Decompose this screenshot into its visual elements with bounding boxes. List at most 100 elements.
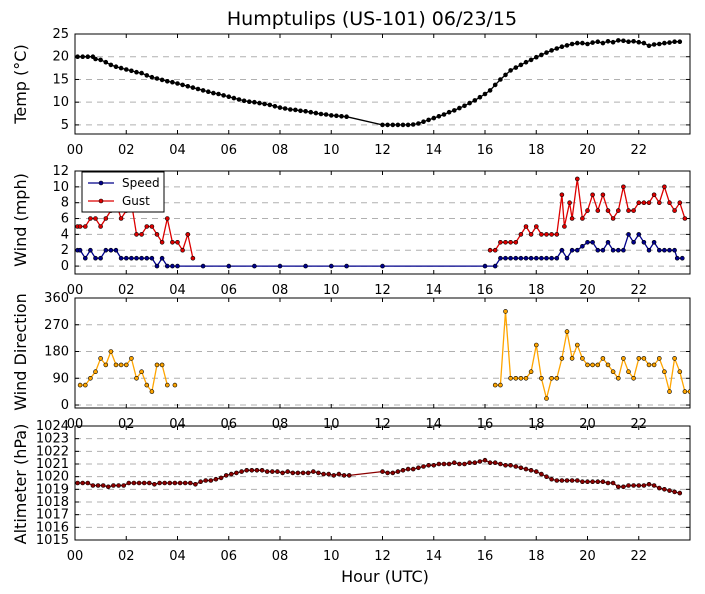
data-point <box>523 375 529 381</box>
data-point <box>528 255 534 261</box>
data-point <box>129 68 134 74</box>
data-point <box>615 38 621 43</box>
data-point <box>83 255 88 261</box>
data-point <box>677 39 683 45</box>
data-point <box>610 369 616 375</box>
data-point <box>385 470 390 476</box>
x-tick-label: 08 <box>272 417 289 432</box>
data-point <box>651 42 657 47</box>
data-point <box>206 89 211 94</box>
data-point <box>231 95 237 101</box>
data-point <box>426 462 431 468</box>
y-axis-label: Wind Direction <box>11 293 30 411</box>
data-point <box>615 484 621 490</box>
data-point <box>277 263 283 269</box>
data-point <box>513 240 519 245</box>
data-point <box>75 54 80 60</box>
x-tick-label: 20 <box>579 549 596 564</box>
x-tick-label: 10 <box>323 283 340 298</box>
data-point <box>549 232 554 237</box>
y-tick-label: 10 <box>52 95 69 110</box>
data-point <box>118 362 124 368</box>
y-tick-label: 5 <box>61 118 69 133</box>
data-point <box>98 57 103 63</box>
data-point <box>503 72 508 78</box>
data-point <box>651 483 657 488</box>
data-point <box>610 480 616 486</box>
x-tick-label: 10 <box>323 143 340 158</box>
data-point <box>339 114 344 119</box>
panel-dir: 0 90 180 270 360 00 02 04 06 08 10 12 14 16 18 20 22 Wind… <box>11 291 691 432</box>
data-point <box>656 41 662 47</box>
data-point <box>641 240 647 245</box>
data-point <box>580 216 585 221</box>
data-point <box>124 67 129 72</box>
data-point <box>626 369 631 375</box>
data-point <box>282 106 288 111</box>
x-tick-label: 00 <box>67 143 84 158</box>
data-point <box>159 362 165 368</box>
data-point <box>223 473 229 478</box>
data-point <box>585 208 590 213</box>
data-point <box>165 263 170 269</box>
data-point <box>149 255 155 261</box>
data-point <box>646 43 652 49</box>
data-point <box>280 470 285 476</box>
data-point <box>687 389 690 394</box>
data-point <box>539 255 544 261</box>
data-point <box>85 54 91 60</box>
x-tick-label: 12 <box>374 283 391 298</box>
data-point <box>492 460 498 466</box>
x-tick-label: 08 <box>272 549 289 564</box>
data-point <box>580 479 585 485</box>
data-point <box>539 52 544 58</box>
y-tick-label: 1018 <box>36 495 69 510</box>
y-tick-label: 270 <box>44 318 69 333</box>
data-point <box>528 369 534 375</box>
x-tick-label: 18 <box>528 283 545 298</box>
data-point <box>498 77 503 82</box>
data-point <box>113 64 119 69</box>
data-point <box>595 208 601 213</box>
data-point <box>285 469 291 474</box>
data-point <box>211 90 216 96</box>
data-point <box>124 362 129 368</box>
data-point <box>98 224 103 229</box>
series-area <box>75 457 683 496</box>
data-point <box>431 462 437 468</box>
plot-frame <box>74 425 691 541</box>
data-point <box>641 40 647 46</box>
data-point <box>631 483 636 488</box>
data-point <box>523 466 529 472</box>
data-point <box>229 471 234 477</box>
y-tick-label: 10 <box>52 180 69 195</box>
data-point <box>395 469 401 474</box>
data-point <box>539 232 544 237</box>
data-point <box>562 224 567 229</box>
data-point <box>682 216 688 221</box>
data-point <box>410 122 416 127</box>
y-tick-label: 1024 <box>36 419 69 434</box>
data-point <box>564 43 570 48</box>
data-point <box>610 39 616 45</box>
data-point <box>646 200 652 205</box>
plot-frame <box>74 33 691 135</box>
data-point <box>295 470 301 476</box>
data-point <box>93 255 98 261</box>
y-tick-label: 90 <box>52 371 69 386</box>
y-tick-label: 1016 <box>36 520 69 535</box>
data-point <box>513 65 519 70</box>
data-point <box>218 475 224 481</box>
data-point <box>269 469 275 474</box>
data-point <box>147 480 152 486</box>
data-point <box>385 122 390 128</box>
data-point <box>544 50 549 55</box>
data-point <box>331 473 337 478</box>
data-point <box>300 470 306 476</box>
data-point <box>100 483 106 488</box>
data-point <box>165 382 170 388</box>
x-tick-label: 16 <box>477 283 494 298</box>
x-tick-label: 14 <box>425 143 442 158</box>
